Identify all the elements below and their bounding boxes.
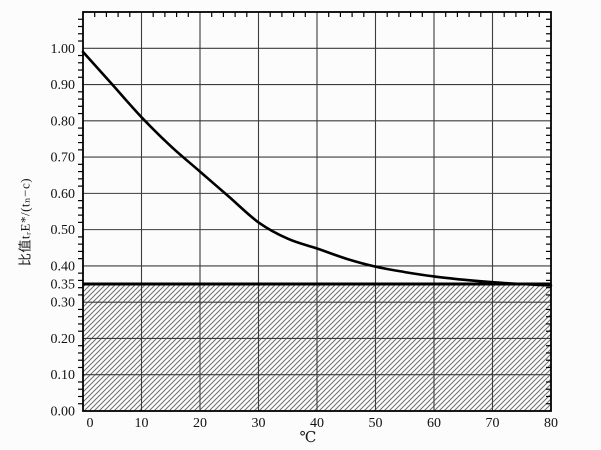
y-tick-labels: 0.00 0.10 0.20 0.30 0.35 0.40 0.50 0.60 0.70 0.80… xyxy=(51,42,76,420)
y-tick-label: 0.20 xyxy=(51,332,76,347)
x-tick-label: 80 xyxy=(544,416,558,431)
plot-border xyxy=(82,11,552,412)
y-tick-label: 0.70 xyxy=(51,151,76,166)
y-tick-label: 0.00 xyxy=(51,405,76,420)
x-tick-label: 50 xyxy=(369,416,383,431)
minor-ticks xyxy=(78,12,551,405)
x-tick-label: 30 xyxy=(252,416,266,431)
y-tick-label: 0.10 xyxy=(51,368,76,383)
x-tick-label: 0 xyxy=(87,416,94,431)
horizontal-gridlines xyxy=(83,47,551,376)
y-tick-label: 1.00 xyxy=(51,42,76,57)
x-tick-label: 70 xyxy=(486,416,500,431)
data-curve xyxy=(81,50,553,287)
x-axis-title: ℃ xyxy=(299,430,317,446)
x-tick-label: 20 xyxy=(193,416,207,431)
x-tick-label: 40 xyxy=(310,416,324,431)
x-tick-label: 10 xyxy=(135,416,149,431)
y-tick-label: 0.50 xyxy=(51,223,76,238)
y-tick-label: 0.35 xyxy=(51,278,76,293)
vertical-gridlines xyxy=(140,12,494,411)
y-tick-label: 0.80 xyxy=(51,114,76,129)
y-tick-label: 0.60 xyxy=(51,187,76,202)
y-tick-label: 0.40 xyxy=(51,259,76,274)
y-tick-label: 0.30 xyxy=(51,296,76,311)
x-tick-label: 60 xyxy=(427,416,441,431)
y-tick-label: 0.90 xyxy=(51,78,76,93)
x-tick-labels: 0 10 20 30 40 50 60 70 80 xyxy=(87,416,559,431)
y-axis-title: 比值tᵣE*/(tₙ−c) xyxy=(17,177,33,267)
